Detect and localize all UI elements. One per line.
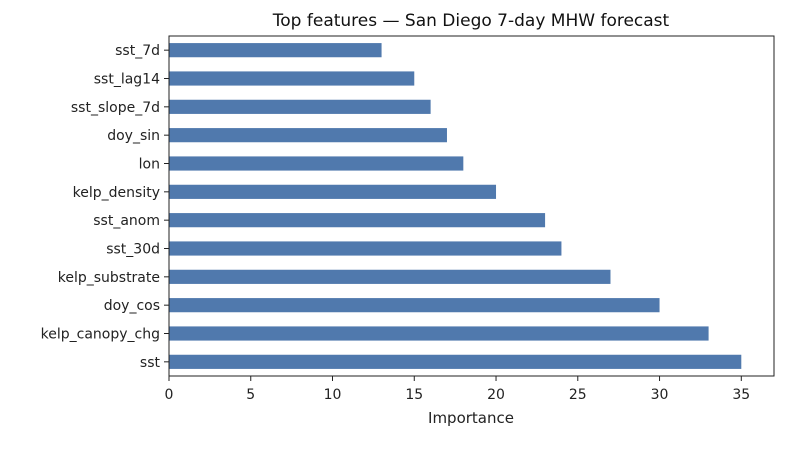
x-tick-label: 30 <box>651 387 669 403</box>
y-tick-label: sst_lag14 <box>94 72 160 88</box>
bar-sst-anom <box>169 213 546 228</box>
bar-kelp-canopy-chg <box>169 326 709 341</box>
y-tick-label: doy_sin <box>107 128 160 144</box>
x-tick-label: 5 <box>246 387 255 403</box>
y-tick-label: sst_30d <box>106 242 160 258</box>
x-tick-label: 35 <box>732 387 750 403</box>
bar-sst <box>169 354 742 369</box>
bar-sst-slope-7d <box>169 99 431 114</box>
bar-doy-sin <box>169 128 447 143</box>
plot-frame <box>168 35 775 377</box>
bar-kelp-substrate <box>169 269 611 284</box>
bar-sst-lag14 <box>169 71 415 86</box>
bar-kelp-density <box>169 184 497 199</box>
y-tick-label: kelp_canopy_chg <box>41 327 160 343</box>
y-tick-label: sst_7d <box>115 43 160 59</box>
y-tick-label: kelp_density <box>73 185 160 201</box>
bars <box>169 43 742 369</box>
x-axis-label: Importance <box>428 409 514 427</box>
x-tick-label: 25 <box>569 387 587 403</box>
x-tick-label: 15 <box>405 387 423 403</box>
chart-title: Top features — San Diego 7-day MHW forec… <box>272 11 670 31</box>
x-tick-label: 0 <box>165 387 174 403</box>
bar-sst-7d <box>169 43 382 58</box>
bar-sst-30d <box>169 241 562 256</box>
x-tick-label: 20 <box>487 387 505 403</box>
y-tick-label: kelp_substrate <box>58 270 160 286</box>
y-tick-label: lon <box>139 157 160 173</box>
y-tick-label: sst_anom <box>93 213 160 229</box>
y-tick-label: doy_cos <box>104 298 160 314</box>
x-tick-label: 10 <box>324 387 342 403</box>
y-tick-label: sst_slope_7d <box>71 100 160 116</box>
bar-doy-cos <box>169 298 660 313</box>
x-ticks: 0 5 10 15 20 25 30 35 <box>165 376 750 403</box>
y-tick-label: sst <box>140 355 161 371</box>
bar-lon <box>169 156 464 171</box>
